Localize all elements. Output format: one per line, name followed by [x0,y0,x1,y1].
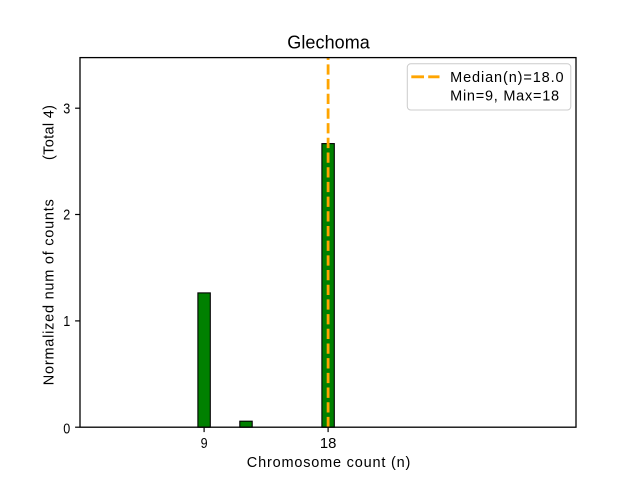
svg-text:Median(n)=18.0: Median(n)=18.0 [450,70,563,86]
svg-text:3: 3 [63,102,70,118]
svg-text:18: 18 [320,436,337,452]
svg-text:2: 2 [63,208,70,224]
svg-text:(Total 4): (Total 4) [42,105,58,160]
svg-text:Min=9, Max=18: Min=9, Max=18 [450,89,559,105]
svg-text:1: 1 [63,314,70,330]
svg-text:Normalized num of counts: Normalized num of counts [42,199,58,385]
svg-text:Chromosome count (n): Chromosome count (n) [247,455,410,471]
svg-text:Glechoma: Glechoma [287,33,370,53]
svg-text:0: 0 [63,421,70,437]
svg-text:9: 9 [201,436,208,452]
